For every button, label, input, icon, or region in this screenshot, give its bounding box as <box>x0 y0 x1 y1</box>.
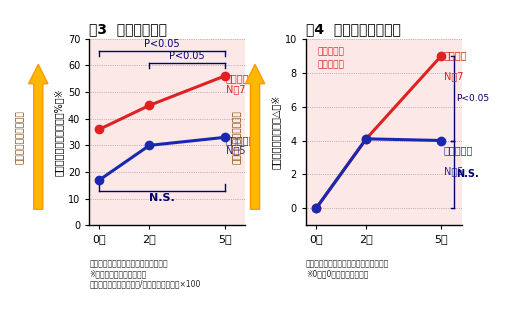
Text: 図4  関節可動域の変化: 図4 関節可動域の変化 <box>305 22 400 36</box>
Text: N＝5: N＝5 <box>443 166 463 176</box>
Text: 測定部位：下腿三頭筋（ふくらはぎ）
※入浴後の筋硬度低下率＝
　（１－（入浴後筋硬度/運動後筋硬度））×100: 測定部位：下腿三頭筋（ふくらはぎ） ※入浴後の筋硬度低下率＝ （１－（入浴後筋硬… <box>89 259 200 289</box>
Text: 測定部位：背屈角度（足首の曲げ角度）
※0週を0とした時の変化量: 測定部位：背屈角度（足首の曲げ角度） ※0週を0とした時の変化量 <box>305 259 388 279</box>
Y-axis label: 関節可動域増加量（△）※: 関節可動域増加量（△）※ <box>270 95 280 169</box>
Text: P<0.05: P<0.05 <box>144 39 180 49</box>
Text: N.S.: N.S. <box>149 194 175 204</box>
Text: 図3  筋硬度の変化: 図3 筋硬度の変化 <box>89 22 167 36</box>
Text: N＝7: N＝7 <box>443 71 463 81</box>
Text: N＝5: N＝5 <box>225 145 245 155</box>
Y-axis label: 入浴後の筋硬度低下率（%）※: 入浴後の筋硬度低下率（%）※ <box>53 88 64 176</box>
Text: さら湯入浴: さら湯入浴 <box>443 146 472 156</box>
Text: N.S.: N.S. <box>455 169 478 179</box>
Text: ＝背屈角度: ＝背屈角度 <box>317 61 344 70</box>
Text: 筋肉がやわらかくなる: 筋肉がやわらかくなる <box>16 110 25 164</box>
Text: さら湯入浴: さら湯入浴 <box>225 135 255 145</box>
Text: 炭酸入浴: 炭酸入浴 <box>443 51 467 61</box>
Text: P<0.05: P<0.05 <box>169 51 205 61</box>
Text: N＝7: N＝7 <box>225 84 245 94</box>
Text: 炭酸入浴: 炭酸入浴 <box>225 73 249 83</box>
Text: P<0.05: P<0.05 <box>455 94 488 103</box>
Text: 関節可動域: 関節可動域 <box>317 47 344 56</box>
Text: 足首が曲げやすくなる: 足首が曲げやすくなる <box>232 110 241 164</box>
